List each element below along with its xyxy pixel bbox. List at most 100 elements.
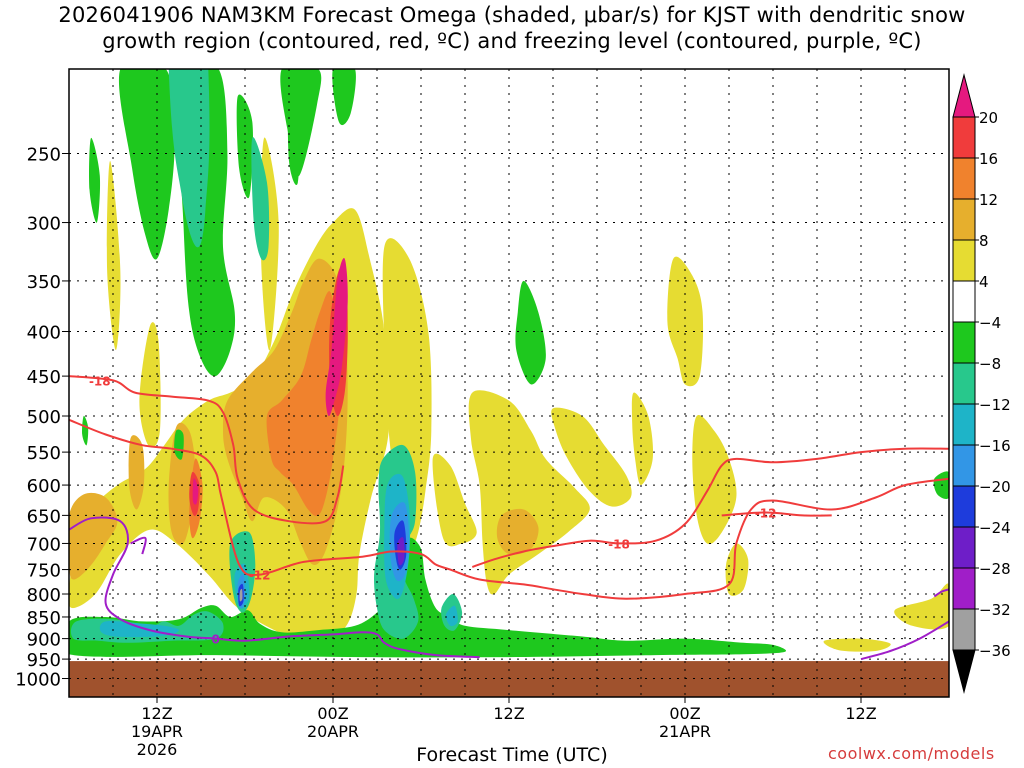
omega-region-23 <box>325 257 348 417</box>
colorbar-label-11: −28 <box>979 560 1011 578</box>
omega-region-38 <box>251 137 270 261</box>
colorbar-label-10: −24 <box>979 519 1011 537</box>
axes-layer: 2503003504004505005506006507007508008509… <box>15 145 877 759</box>
x-tick-label-4: 12Z <box>845 704 876 723</box>
omega-region-5 <box>432 453 477 547</box>
omega-region-27 <box>236 94 254 199</box>
x-tick-sublabel-0-1: 2026 <box>137 740 178 759</box>
colorbar-band-6 <box>952 362 976 405</box>
ground-layer <box>69 661 949 697</box>
x-tick-label-0: 12Z <box>141 704 172 723</box>
y-tick-label-600: 600 <box>27 476 61 497</box>
omega-region-18 <box>128 435 145 510</box>
colorbar-band-7 <box>952 403 976 446</box>
colorbar-band-0 <box>952 116 976 159</box>
colorbar-label-3: 8 <box>979 232 989 250</box>
omega-region-7 <box>551 407 632 507</box>
x-tick-label-3: 00Z <box>669 704 700 723</box>
y-tick-label-1000: 1000 <box>15 670 61 691</box>
colorbar-band-4 <box>952 280 976 323</box>
y-tick-label-900: 900 <box>27 630 61 651</box>
omega-shading-layer <box>69 69 949 658</box>
colorbar-band-10 <box>952 526 976 569</box>
colorbar-band-12 <box>952 608 976 651</box>
y-tick-label-650: 650 <box>27 506 61 527</box>
omega-region-12 <box>823 638 891 652</box>
x-tick-sublabel-3-0: 21APR <box>659 722 711 741</box>
y-tick-label-350: 350 <box>27 272 61 293</box>
y-tick-label-850: 850 <box>27 608 61 629</box>
y-tick-label-800: 800 <box>27 585 61 606</box>
colorbar-label-6: −8 <box>979 355 1001 373</box>
omega-region-9 <box>667 256 704 387</box>
y-tick-label-700: 700 <box>27 534 61 555</box>
omega-region-8 <box>631 392 654 486</box>
x-tick-label-2: 12Z <box>493 704 524 723</box>
x-tick-sublabel-0-0: 19APR <box>131 722 183 741</box>
x-axis-label: Forecast Time (UTC) <box>416 744 608 766</box>
dendritic-contour-line-0 <box>69 375 345 525</box>
omega-region-29 <box>287 85 300 186</box>
colorbar-arrow-bottom <box>952 649 976 694</box>
colorbar-label-13: −36 <box>979 642 1011 660</box>
dendritic-contour-label-0: -18 <box>89 374 111 388</box>
colorbar-band-5 <box>952 321 976 364</box>
y-tick-label-300: 300 <box>27 214 61 235</box>
omega-region-6 <box>468 390 590 595</box>
chart-title: 2026041906 NAM3KM Forecast Omega (shaded… <box>0 2 1024 54</box>
colorbar-band-9 <box>952 485 976 528</box>
omega-region-24 <box>192 478 199 505</box>
x-tick-label-1: 00Z <box>317 704 348 723</box>
dendritic-contour-label-1: -12 <box>249 569 271 583</box>
y-tick-label-500: 500 <box>27 407 61 428</box>
omega-region-32 <box>82 415 89 446</box>
freezing-contour-label-0: 0 <box>211 633 219 647</box>
omega-region-36 <box>69 537 786 658</box>
y-tick-label-750: 750 <box>27 561 61 582</box>
omega-region-25 <box>118 69 175 260</box>
y-tick-label-950: 950 <box>27 650 61 671</box>
omega-region-11 <box>725 543 749 596</box>
y-tick-label-550: 550 <box>27 443 61 464</box>
colorbar-label-9: −20 <box>979 478 1011 496</box>
colorbar-band-11 <box>952 567 976 610</box>
x-tick-sublabel-1-0: 20APR <box>307 722 359 741</box>
freezing-contour-line-2 <box>860 620 949 661</box>
colorbar-band-8 <box>952 444 976 487</box>
y-tick-label-400: 400 <box>27 323 61 344</box>
omega-region-15 <box>69 492 118 580</box>
ground-fill <box>69 661 949 697</box>
colorbar-band-3 <box>952 239 976 282</box>
omega-region-1 <box>139 322 161 448</box>
colorbar-label-12: −32 <box>979 601 1011 619</box>
colorbar-label-1: 16 <box>979 150 998 168</box>
freezing-contour-line-3 <box>933 588 949 598</box>
colorbar-label-8: −16 <box>979 437 1011 455</box>
omega-region-37 <box>168 69 210 248</box>
dendritic-contour-label-3: -12 <box>755 506 777 520</box>
chart-title-line1: 2026041906 NAM3KM Forecast Omega (shaded… <box>58 3 966 27</box>
credit-text: coolwx.com/models <box>828 744 995 763</box>
colorbar-label-5: −4 <box>979 314 1001 332</box>
colorbar: 20 16 12 8 4 −4 −8 −12 −16 −20 −24 −28 −32 −36 <box>952 73 1011 694</box>
omega-region-17 <box>496 508 539 555</box>
contour-layer: -18 -12 -18 -12 0 <box>69 374 949 661</box>
freezing-contour-line-0 <box>69 516 480 659</box>
colorbar-label-7: −12 <box>979 396 1011 414</box>
omega-region-52 <box>239 588 243 602</box>
freezing-contour-line-1 <box>130 536 147 555</box>
colorbar-label-0: 20 <box>979 109 998 127</box>
dendritic-contour-line-3 <box>721 511 832 517</box>
omega-region-13 <box>894 583 949 630</box>
dendritic-contour-line-1 <box>69 418 949 600</box>
omega-region-31 <box>89 137 101 223</box>
y-tick-label-450: 450 <box>27 367 61 388</box>
y-tick-label-250: 250 <box>27 145 61 166</box>
grid-layer <box>69 69 949 697</box>
colorbar-label-4: 4 <box>979 273 989 291</box>
colorbar-arrow-top <box>952 73 976 118</box>
omega-region-34 <box>515 280 546 385</box>
colorbar-band-1 <box>952 157 976 200</box>
chart-title-line2: growth region (contoured, red, ºC) and f… <box>102 29 922 53</box>
